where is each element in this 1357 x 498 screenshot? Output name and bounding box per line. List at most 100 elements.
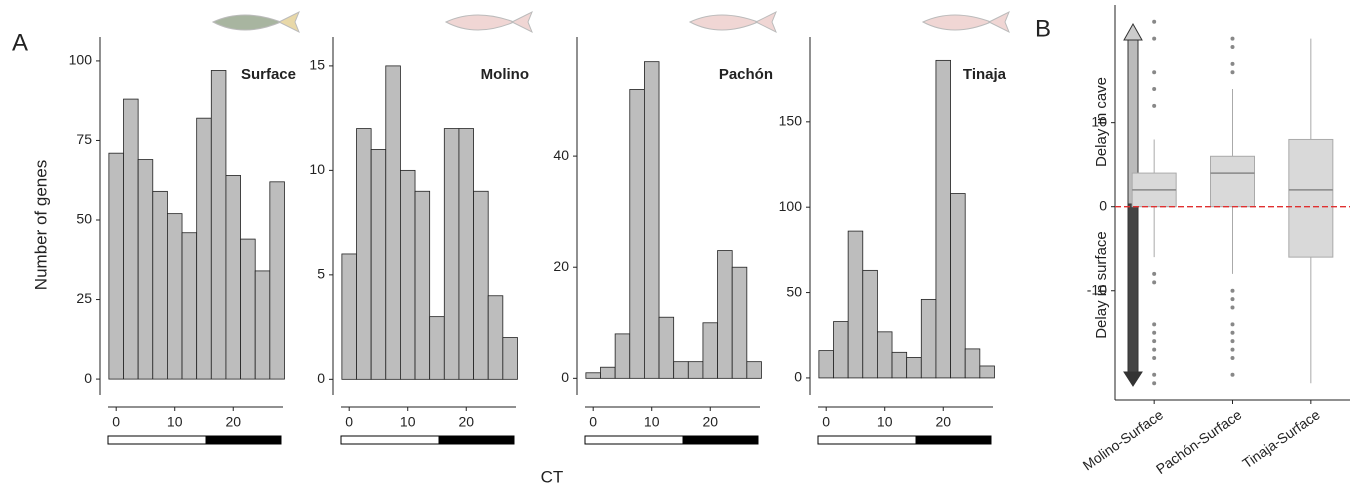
bar bbox=[240, 238, 256, 380]
light-period bbox=[584, 435, 684, 445]
x-tick-label: 0 bbox=[589, 414, 597, 430]
outlier bbox=[1230, 372, 1235, 377]
bar bbox=[906, 357, 922, 379]
bar bbox=[502, 337, 518, 380]
y-tick-label: 25 bbox=[76, 290, 92, 306]
y-tick-label: 50 bbox=[76, 211, 92, 227]
outlier bbox=[1152, 322, 1157, 327]
bar bbox=[254, 270, 271, 380]
bar bbox=[473, 190, 489, 380]
x-tick-label: 0 bbox=[112, 414, 120, 430]
y-tick-label: 100 bbox=[69, 52, 93, 68]
bar bbox=[600, 366, 616, 379]
annotation: Delay in surface bbox=[1093, 231, 1110, 339]
dark-period bbox=[205, 435, 282, 445]
light-period bbox=[817, 435, 917, 445]
bar bbox=[167, 213, 183, 380]
fish-icon bbox=[688, 14, 760, 31]
annotation: Delay in cave bbox=[1093, 77, 1110, 167]
bar bbox=[964, 348, 981, 379]
fish-tail bbox=[510, 10, 533, 34]
x-tick-label: 10 bbox=[400, 414, 416, 430]
dark-period bbox=[438, 435, 515, 445]
y-tick-label: 75 bbox=[76, 131, 92, 147]
bar bbox=[356, 128, 372, 380]
outlier bbox=[1230, 288, 1235, 293]
bar bbox=[181, 232, 198, 380]
outlier bbox=[1230, 339, 1235, 344]
bar bbox=[210, 70, 227, 380]
bar bbox=[629, 89, 645, 379]
outlier bbox=[1152, 70, 1157, 75]
x-tick-label: Tinaja-Surface bbox=[1239, 406, 1323, 471]
bar bbox=[847, 230, 864, 379]
y-tick-label: 0 bbox=[794, 369, 802, 385]
fish-tail bbox=[277, 10, 300, 34]
outlier bbox=[1152, 339, 1157, 344]
y-tick-label: 0 bbox=[1099, 197, 1107, 213]
y-tick-label: 50 bbox=[786, 283, 802, 299]
x-tick-label: 20 bbox=[702, 414, 718, 430]
y-tick-label: 0 bbox=[84, 370, 92, 386]
outlier bbox=[1152, 355, 1157, 360]
bar bbox=[658, 316, 675, 379]
bar bbox=[717, 250, 733, 379]
bar bbox=[137, 159, 154, 380]
x-tick-label: 10 bbox=[877, 414, 893, 430]
y-tick-label: 0 bbox=[317, 370, 325, 386]
bar bbox=[385, 65, 401, 380]
bar bbox=[123, 98, 139, 380]
bar bbox=[443, 128, 460, 380]
y-tick-label: 150 bbox=[779, 113, 803, 129]
y-tick-label: 15 bbox=[309, 57, 325, 73]
bar bbox=[614, 333, 631, 379]
y-tick-label: 10 bbox=[309, 161, 325, 177]
bar bbox=[702, 322, 718, 379]
x-tick-label: 0 bbox=[345, 414, 353, 430]
outlier bbox=[1230, 70, 1235, 75]
bar bbox=[833, 321, 849, 379]
bar bbox=[891, 351, 908, 379]
y-tick-label: 5 bbox=[317, 266, 325, 282]
fish-icon bbox=[211, 14, 283, 31]
box bbox=[1288, 138, 1334, 258]
light-period bbox=[340, 435, 440, 445]
box bbox=[1210, 155, 1255, 208]
panel-title: Tinaja bbox=[963, 66, 1007, 83]
x-tick-label: Pachón-Surface bbox=[1153, 406, 1245, 477]
bar bbox=[746, 361, 762, 379]
arrow-head bbox=[1123, 22, 1143, 41]
outlier bbox=[1152, 36, 1157, 41]
fish-icon bbox=[444, 14, 516, 31]
bar bbox=[152, 190, 168, 380]
y-axis-label: Number of genes bbox=[31, 160, 50, 290]
dark-period bbox=[682, 435, 759, 445]
outlier bbox=[1152, 347, 1157, 352]
outlier bbox=[1230, 297, 1235, 302]
outlier bbox=[1230, 305, 1235, 310]
bar bbox=[687, 361, 704, 379]
outlier bbox=[1152, 19, 1157, 24]
arrow-head bbox=[1123, 371, 1143, 387]
bar bbox=[458, 128, 474, 380]
panel-title: Surface bbox=[241, 66, 296, 83]
outlier bbox=[1152, 280, 1157, 285]
bar bbox=[487, 295, 504, 380]
y-tick-label: 40 bbox=[553, 147, 569, 163]
bar bbox=[341, 253, 357, 380]
panel-title: Pachón bbox=[719, 66, 773, 83]
outlier bbox=[1152, 381, 1157, 386]
bar bbox=[269, 181, 285, 380]
x-tick-label: 20 bbox=[458, 414, 474, 430]
outlier bbox=[1230, 45, 1235, 50]
bar bbox=[731, 266, 748, 379]
x-tick-label: 20 bbox=[935, 414, 951, 430]
fish-tail bbox=[754, 10, 777, 34]
bar bbox=[935, 59, 951, 379]
outlier bbox=[1152, 372, 1157, 377]
x-tick-label: 0 bbox=[822, 414, 830, 430]
outlier bbox=[1152, 87, 1157, 92]
outlier bbox=[1230, 355, 1235, 360]
light-period bbox=[107, 435, 207, 445]
fish-tail bbox=[987, 10, 1010, 34]
